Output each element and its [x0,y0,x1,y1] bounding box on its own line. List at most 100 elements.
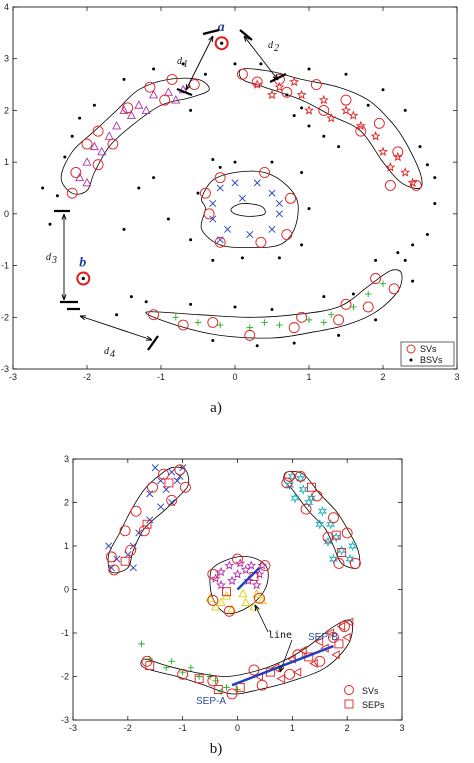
data-point-circle [318,104,330,116]
data-point-triangle [238,588,248,598]
boundary-bar [269,73,287,83]
x-tick-label: -2 [124,723,132,733]
data-point-plus [350,303,357,311]
x-tick-label: 1 [290,723,295,733]
data-point-dot [300,106,304,110]
data-point-star [254,569,265,579]
data-point-dot [211,339,215,343]
data-point-circle [338,621,350,632]
data-point-circle [255,236,267,248]
data-point-circle [207,594,219,606]
data-point-circle [340,298,352,310]
data-point-ltriangle [325,628,335,638]
data-point-dot [433,176,437,180]
data-point-circle [92,159,104,171]
arrow-head [61,213,67,220]
data-point-circle [107,138,119,150]
data-point-x [253,179,261,187]
data-point-x [224,225,232,233]
data-point-circle [108,564,120,576]
cluster-contour [238,68,423,189]
data-point-dot [181,62,185,66]
distance-label-d3: d [46,252,52,263]
data-point-circle [158,468,169,480]
data-point-dot [166,217,170,221]
data-point-circle [296,311,308,323]
data-point-circle [410,179,422,191]
data-point-dot [137,186,141,190]
data-point-circle [314,655,326,667]
data-point-hexstar [317,505,328,517]
data-point-circle [328,512,339,524]
data-point-circle [349,557,361,569]
data-point-circle [70,167,82,178]
sep-a-label: SEP-A [196,696,226,707]
distance-subscript-d4: 4 [110,349,115,360]
data-point-circle [130,505,142,517]
arrow-head [243,35,250,42]
y-tick-label: -2 [61,672,69,682]
legend-sv-symbol [344,685,354,695]
data-point-circle [284,668,296,680]
data-point-triangle [97,146,107,156]
data-point-sep [145,661,155,671]
x-tick-label: 3 [399,723,404,733]
boundary-bar [147,335,159,351]
data-point-circle [284,470,296,482]
data-point-circle [179,481,191,493]
x-tick-label: -1 [179,723,187,733]
data-point-circle [223,605,235,617]
data-point-circle [122,102,134,114]
data-point-dot [433,202,437,206]
data-point-plus [365,290,372,298]
distance-subscript-d2: 2 [274,43,279,54]
data-point-dot [152,176,156,180]
special-point-a-ring [214,36,229,51]
y-tick-label: 0 [64,585,69,595]
data-point-hexstar [315,518,325,530]
data-point-dot [366,103,370,107]
data-point-circle [281,477,293,489]
line-pointer [254,604,269,633]
legend-sv-label: SVs [362,686,379,696]
data-point-plus [246,324,253,331]
data-point-dot [307,67,311,71]
data-point-triangle [104,131,114,140]
data-point-ltriangle [292,667,302,677]
distance-label-d1: d [177,56,183,67]
data-point-dot [285,93,289,97]
cluster-contour [283,470,361,569]
arrow-head [208,35,214,43]
data-point-hexstar [328,553,339,565]
point-label-b: b [79,256,86,271]
data-point-circle [253,592,265,604]
y-tick-label: -3 [61,715,69,725]
data-point-dot [211,258,215,262]
arrow-head [254,604,260,612]
data-point-circle [214,236,226,248]
data-point-sep [334,639,344,649]
line-pointer [279,639,293,673]
data-point-star [377,146,389,157]
data-point-circle [311,490,323,502]
arrow-head [79,315,87,321]
data-point-dot [351,292,355,296]
distance-line [243,35,279,81]
data-point-dot [78,116,82,120]
data-point-ltriangle [298,645,307,655]
data-point-star [235,558,246,568]
data-point-circle [119,525,131,537]
data-point-dot [322,134,326,138]
x-tick-label: 1 [306,372,311,382]
data-point-triangle [119,105,129,114]
data-point-triangle [149,89,159,99]
data-point-star [348,110,359,120]
data-point-circle [166,494,178,506]
data-point-dot [425,233,429,237]
data-point-dot [48,222,52,226]
data-point-x [151,464,159,472]
x-tick-label: -3 [69,723,77,733]
data-point-plus [276,321,283,329]
data-point-dot [425,163,429,167]
